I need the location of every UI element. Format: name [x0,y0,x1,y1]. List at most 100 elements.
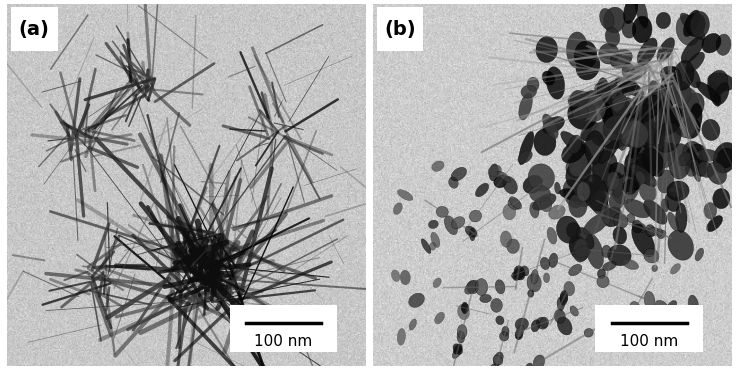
Ellipse shape [547,227,557,244]
Ellipse shape [521,266,529,276]
Ellipse shape [707,162,726,184]
Ellipse shape [612,93,627,112]
Ellipse shape [664,85,681,106]
Ellipse shape [633,96,652,110]
Ellipse shape [543,273,550,283]
Ellipse shape [401,270,410,285]
Ellipse shape [570,90,583,105]
Ellipse shape [660,66,680,83]
Ellipse shape [497,171,511,182]
Ellipse shape [489,164,499,181]
Ellipse shape [577,182,590,201]
Ellipse shape [549,253,558,268]
Ellipse shape [409,293,424,307]
Ellipse shape [643,94,672,125]
Ellipse shape [598,131,624,149]
Ellipse shape [610,49,633,68]
Ellipse shape [605,27,620,46]
Ellipse shape [500,332,509,341]
Ellipse shape [564,282,575,296]
Ellipse shape [649,107,670,132]
Ellipse shape [657,38,675,62]
Ellipse shape [667,212,678,231]
Ellipse shape [644,291,655,310]
Ellipse shape [675,203,687,232]
Ellipse shape [622,119,644,147]
Ellipse shape [621,314,636,327]
Ellipse shape [655,107,678,135]
Ellipse shape [623,108,653,139]
Ellipse shape [658,170,674,193]
Ellipse shape [681,37,704,63]
Ellipse shape [697,149,718,161]
Ellipse shape [612,174,639,204]
FancyBboxPatch shape [596,305,703,352]
Ellipse shape [661,199,669,212]
Ellipse shape [682,141,703,166]
Ellipse shape [633,16,652,43]
Ellipse shape [570,93,587,117]
Ellipse shape [593,161,612,190]
Ellipse shape [523,175,542,194]
Ellipse shape [516,327,523,339]
Ellipse shape [618,136,627,150]
Ellipse shape [686,67,701,88]
Ellipse shape [429,242,436,250]
Ellipse shape [627,213,635,223]
Ellipse shape [641,132,665,144]
Ellipse shape [624,0,638,24]
Ellipse shape [673,61,694,90]
Ellipse shape [638,145,657,165]
Ellipse shape [651,141,675,168]
Ellipse shape [626,120,646,148]
Ellipse shape [588,185,607,215]
Ellipse shape [527,77,539,91]
Ellipse shape [573,107,589,120]
Ellipse shape [632,220,642,233]
Ellipse shape [667,181,689,201]
Ellipse shape [554,182,560,194]
Ellipse shape [600,211,606,219]
Ellipse shape [461,303,469,313]
Ellipse shape [620,119,630,145]
Ellipse shape [627,157,658,178]
Ellipse shape [511,271,524,280]
Ellipse shape [457,304,469,320]
Ellipse shape [521,85,537,98]
Ellipse shape [640,127,657,148]
Ellipse shape [576,228,594,249]
Ellipse shape [708,73,735,91]
Ellipse shape [636,142,653,155]
Ellipse shape [462,302,468,314]
Ellipse shape [569,235,588,261]
Ellipse shape [638,102,652,131]
Ellipse shape [602,262,616,270]
Ellipse shape [490,364,501,370]
Ellipse shape [465,280,478,294]
Ellipse shape [642,148,664,176]
Ellipse shape [572,144,590,167]
Ellipse shape [619,176,635,192]
Ellipse shape [496,316,504,324]
Ellipse shape [628,142,647,158]
Ellipse shape [615,329,625,341]
Ellipse shape [669,144,691,179]
Ellipse shape [609,190,624,210]
Ellipse shape [509,197,522,209]
Ellipse shape [629,118,644,155]
Ellipse shape [604,7,625,33]
Ellipse shape [630,164,657,186]
Ellipse shape [644,200,667,224]
Ellipse shape [632,224,655,257]
Ellipse shape [525,363,534,370]
Ellipse shape [534,355,545,369]
Ellipse shape [627,117,653,145]
Ellipse shape [656,229,663,237]
Ellipse shape [502,326,509,336]
Ellipse shape [566,151,595,178]
Ellipse shape [625,108,655,134]
Ellipse shape [716,34,731,56]
Ellipse shape [444,216,457,235]
Ellipse shape [624,199,650,218]
Ellipse shape [503,204,516,220]
